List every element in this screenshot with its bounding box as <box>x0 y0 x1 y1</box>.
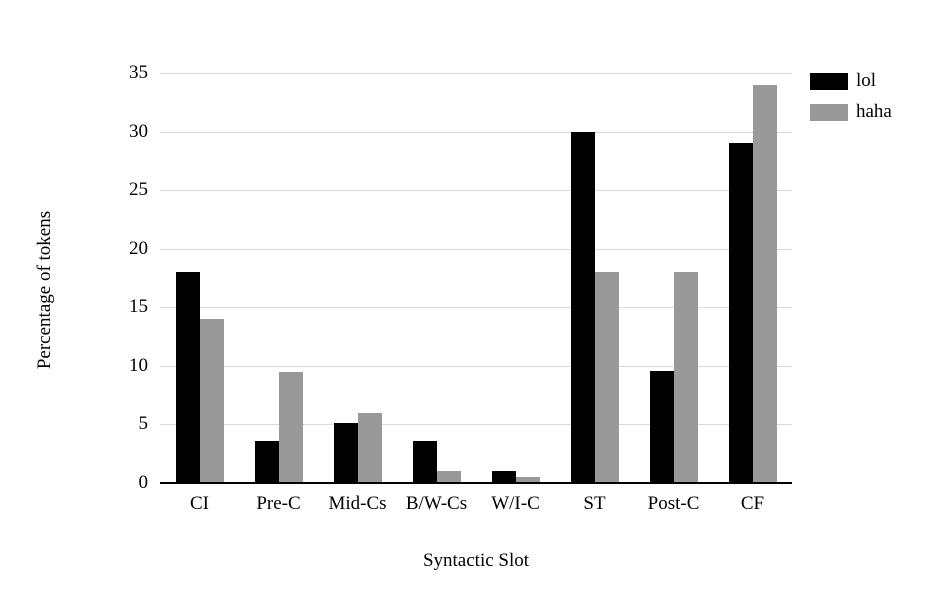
bar-lol-ST <box>570 131 595 483</box>
legend-label-haha: haha <box>856 101 892 122</box>
bar-lol-W/I-C <box>491 471 516 483</box>
bar-haha-CF <box>752 84 777 483</box>
y-tick-label-25: 25 <box>129 179 148 201</box>
y-tick-label-30: 30 <box>129 120 148 142</box>
legend: lol haha <box>810 71 892 133</box>
x-axis-line <box>160 482 792 484</box>
bar-lol-CF <box>728 143 753 483</box>
y-tick-label-10: 10 <box>129 354 148 376</box>
y-tick-label-5: 5 <box>138 413 149 435</box>
bar-lol-B/W-Cs <box>412 440 437 483</box>
y-tick-label-35: 35 <box>129 62 148 83</box>
gridline-35 <box>160 73 792 74</box>
gridline-15 <box>160 307 792 309</box>
gridline-5 <box>160 424 792 426</box>
x-tick-label-Post-C: Post-C <box>647 493 700 514</box>
bar-lol-CI <box>175 272 200 483</box>
x-tick-label-CI: CI <box>190 493 209 514</box>
bar-lol-Mid-Cs <box>333 423 358 483</box>
x-tick-label-Mid-Cs: Mid-Cs <box>328 493 387 514</box>
x-tick-label-W/I-C: W/I-C <box>491 493 540 514</box>
legend-swatch-lol <box>810 72 848 90</box>
bar-haha-Mid-Cs <box>357 412 382 483</box>
bar-haha-CI <box>199 319 224 483</box>
x-tick-label-ST: ST <box>583 493 606 514</box>
bar-haha-ST <box>594 272 619 483</box>
bar-haha-Post-C <box>673 272 698 483</box>
x-tick-label-B/W-Cs: B/W-Cs <box>405 493 468 514</box>
gridline-25 <box>160 190 792 192</box>
x-axis-title: Syntactic Slot <box>422 550 530 571</box>
x-tick-label-CF: CF <box>740 493 765 514</box>
x-tick-label-Pre-C: Pre-C <box>256 493 301 514</box>
bar-haha-B/W-Cs <box>436 471 461 483</box>
gridline-20 <box>160 248 792 250</box>
y-tick-label-20: 20 <box>129 237 148 259</box>
legend-swatch-haha <box>810 103 848 121</box>
legend-label-lol: lol <box>856 70 877 91</box>
bar-lol-Pre-C <box>254 440 279 483</box>
y-tick-label-15: 15 <box>129 296 148 318</box>
y-tick-label-0: 0 <box>138 472 149 493</box>
bar-haha-Pre-C <box>278 371 303 483</box>
legend-item-haha: haha <box>810 102 892 122</box>
bar-haha-W/I-C <box>515 477 540 483</box>
bar-lol-Post-C <box>649 370 674 483</box>
legend-item-lol: lol <box>810 71 892 91</box>
gridline-30 <box>160 131 792 133</box>
gridline-10 <box>160 365 792 367</box>
